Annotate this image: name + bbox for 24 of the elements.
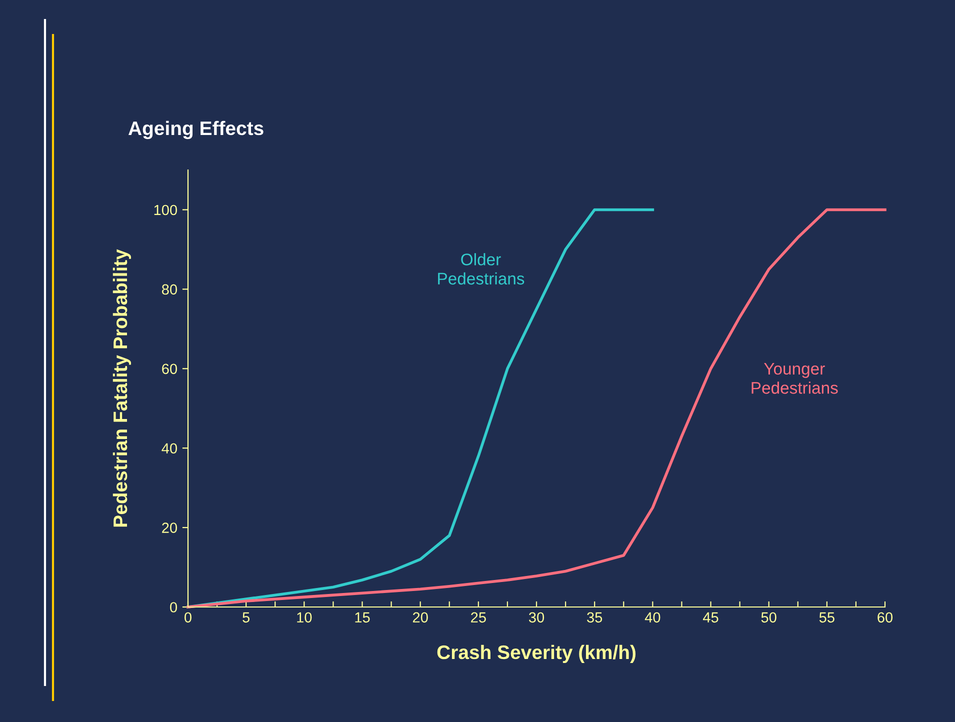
x-tick-label: 15	[355, 612, 370, 623]
x-axis-title: Crash Severity (km/h)	[437, 644, 636, 664]
y-tick-label: 40	[162, 443, 178, 454]
y-tick-label: 60	[162, 364, 178, 374]
y-tick-label: 100	[154, 204, 178, 216]
y-tick-label: 80	[162, 284, 178, 295]
y-axis-title: Pedestrian Fatality Probability	[112, 249, 132, 527]
x-tick-label: 35	[587, 612, 602, 623]
x-tick-label: 40	[644, 612, 660, 623]
x-tick-label: 0	[184, 612, 192, 623]
x-tick-label: 30	[528, 612, 544, 623]
x-tick-label: 20	[412, 612, 428, 623]
x-tick-label: 45	[702, 612, 718, 623]
y-tick-label: 0	[170, 602, 178, 612]
x-tick-label: 60	[878, 612, 893, 623]
chart-title: Ageing Effects	[128, 120, 264, 140]
x-tick-label: 5	[242, 612, 250, 623]
x-tick-label: 55	[819, 612, 834, 623]
y-tick-label: 20	[162, 522, 178, 533]
series-label: Younger Pedestrians	[752, 363, 838, 394]
x-tick-label: 50	[761, 612, 776, 623]
x-tick-label: 25	[471, 612, 486, 623]
x-tick-label: 10	[297, 612, 312, 623]
series-label: Older Pedestrians	[438, 253, 524, 285]
